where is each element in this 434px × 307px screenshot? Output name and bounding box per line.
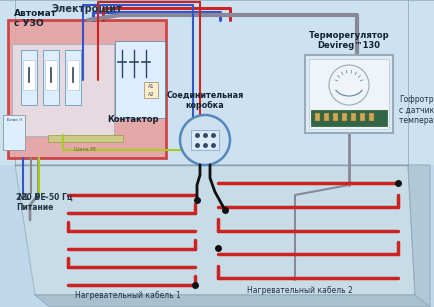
Polygon shape bbox=[35, 295, 430, 307]
Polygon shape bbox=[15, 165, 415, 295]
FancyBboxPatch shape bbox=[305, 55, 393, 133]
Bar bbox=[315, 113, 320, 121]
Circle shape bbox=[180, 115, 230, 165]
Bar bbox=[3, 115, 25, 150]
Text: Соединительная
коробка: Соединительная коробка bbox=[166, 91, 243, 110]
Text: Нагревательный кабель 2: Нагревательный кабель 2 bbox=[247, 286, 353, 295]
Circle shape bbox=[329, 65, 369, 105]
Text: A1: A1 bbox=[148, 84, 154, 88]
Text: Контактор: Контактор bbox=[107, 115, 159, 124]
Bar bbox=[43, 50, 59, 105]
Text: Блок II: Блок II bbox=[7, 118, 21, 122]
Bar bbox=[144, 82, 158, 98]
Bar bbox=[67, 60, 79, 90]
FancyBboxPatch shape bbox=[115, 41, 165, 118]
Text: NL  PE: NL PE bbox=[18, 193, 46, 202]
Text: Шина PE: Шина PE bbox=[74, 147, 96, 152]
Text: Автомат
с УЗО: Автомат с УЗО bbox=[14, 9, 57, 28]
Bar bbox=[360, 113, 365, 121]
Bar bbox=[351, 113, 356, 121]
FancyBboxPatch shape bbox=[309, 59, 389, 129]
Text: Терморегулятор
Devireg™130: Терморегулятор Devireg™130 bbox=[309, 31, 389, 50]
Bar bbox=[45, 60, 57, 90]
Bar bbox=[0, 0, 434, 165]
Bar bbox=[21, 50, 37, 105]
Text: Нагревательный кабель 1: Нагревательный кабель 1 bbox=[75, 291, 181, 300]
Bar bbox=[369, 113, 374, 121]
Bar bbox=[48, 135, 123, 142]
Bar bbox=[65, 50, 81, 105]
Text: A2: A2 bbox=[148, 91, 154, 96]
Bar bbox=[333, 113, 338, 121]
Bar bbox=[324, 113, 329, 121]
FancyBboxPatch shape bbox=[12, 44, 114, 136]
Text: 220 В ~50 Гц
Питание: 220 В ~50 Гц Питание bbox=[16, 192, 72, 212]
Polygon shape bbox=[408, 165, 430, 307]
Text: Электрощит: Электрощит bbox=[52, 4, 122, 14]
Bar bbox=[191, 130, 219, 150]
FancyBboxPatch shape bbox=[8, 20, 166, 158]
Bar bbox=[342, 113, 347, 121]
Bar bbox=[311, 110, 387, 126]
Text: Гофротрубка
с датчиком
температуры пола: Гофротрубка с датчиком температуры пола bbox=[399, 95, 434, 125]
Bar bbox=[23, 60, 35, 90]
